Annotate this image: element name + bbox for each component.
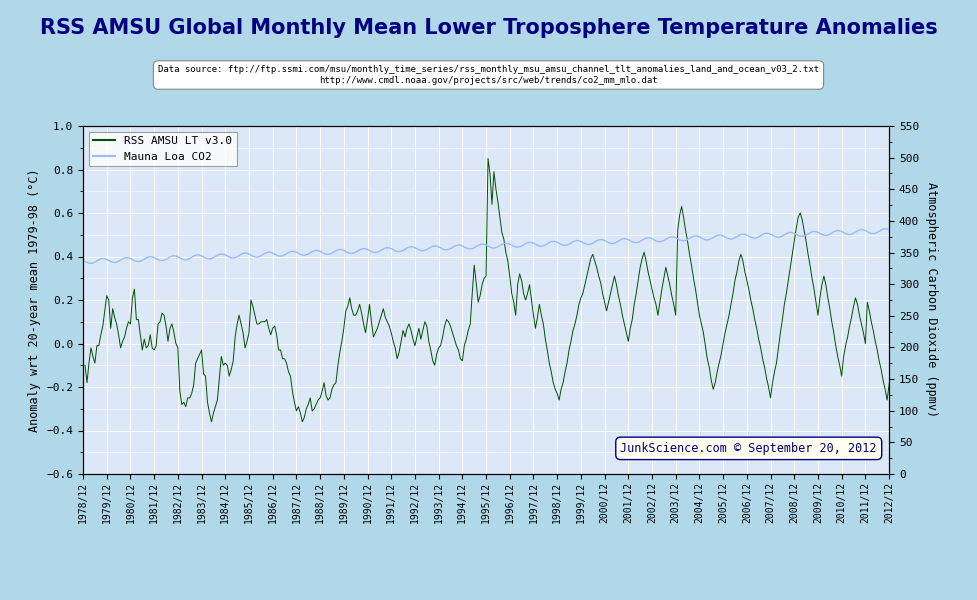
Text: Data source: ftp://ftp.ssmi.com/msu/monthly_time_series/rss_monthly_msu_amsu_cha: Data source: ftp://ftp.ssmi.com/msu/mont… — [158, 65, 819, 85]
Legend: RSS AMSU LT v3.0, Mauna Loa CO2: RSS AMSU LT v3.0, Mauna Loa CO2 — [89, 131, 236, 166]
Text: JunkScience.com © September 20, 2012: JunkScience.com © September 20, 2012 — [620, 442, 877, 455]
Text: RSS AMSU Global Monthly Mean Lower Troposphere Temperature Anomalies: RSS AMSU Global Monthly Mean Lower Tropo… — [40, 18, 937, 38]
Y-axis label: Atmospheric Carbon Dioxide (ppmv): Atmospheric Carbon Dioxide (ppmv) — [925, 182, 939, 418]
Y-axis label: Anomaly wrt 20-year mean 1979-98 (°C): Anomaly wrt 20-year mean 1979-98 (°C) — [27, 168, 41, 432]
